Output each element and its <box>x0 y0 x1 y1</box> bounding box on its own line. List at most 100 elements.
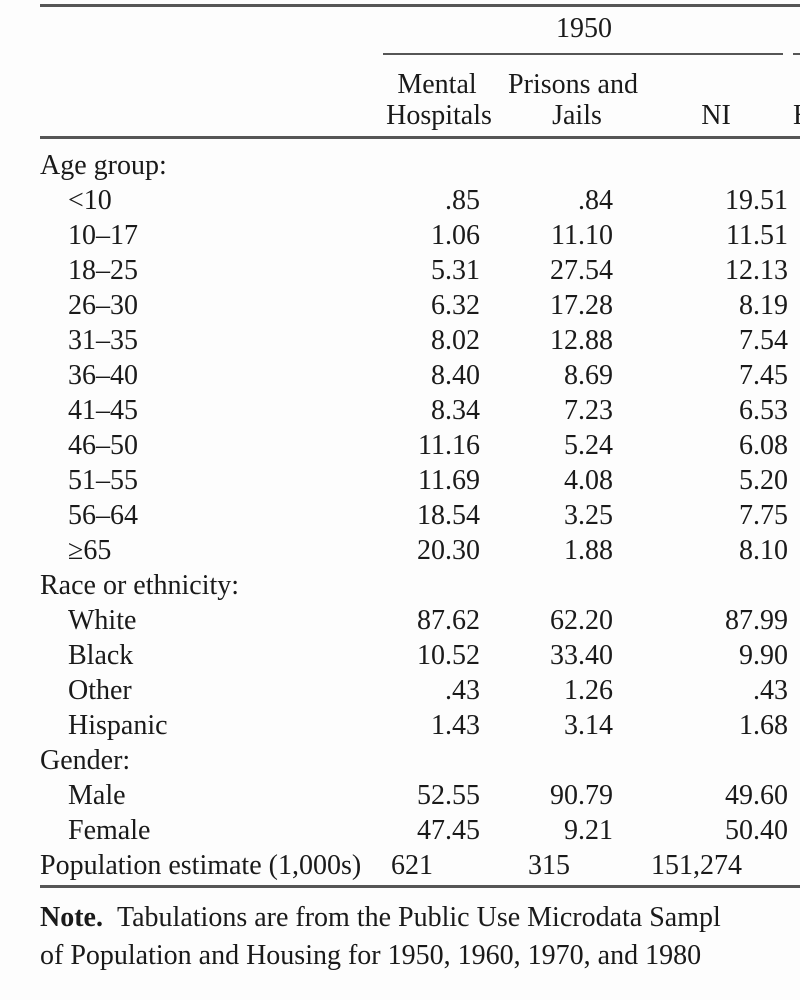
table-row: Male 52.55 90.79 49.60 <box>40 778 800 813</box>
row-label: 46–50 <box>68 430 138 461</box>
cell-value: 10.52 <box>417 640 480 671</box>
header-bottom-rule <box>40 136 800 139</box>
table-row: <10 .85 .84 19.51 <box>40 183 800 218</box>
cell-value: 12.88 <box>550 325 613 356</box>
table-top-rule <box>40 4 800 7</box>
cell-value: 9.21 <box>564 815 613 846</box>
row-label: Gender: <box>40 745 131 776</box>
cell-value: 62.20 <box>550 605 613 636</box>
cell-value: 19.51 <box>725 185 788 216</box>
cell-value: 8.19 <box>739 290 788 321</box>
cell-value: 6.08 <box>739 430 788 461</box>
cell-value <box>613 568 788 603</box>
cell-value: 621 <box>391 850 433 881</box>
cell-value: 7.54 <box>739 325 788 356</box>
cell-value: 49.60 <box>725 780 788 811</box>
cell-value <box>383 148 480 183</box>
cell-value: 6.32 <box>431 290 480 321</box>
table-row: 26–30 6.32 17.28 8.19 <box>40 288 800 323</box>
table-row: White 87.62 62.20 87.99 <box>40 603 800 638</box>
cell-value <box>480 148 613 183</box>
cell-value <box>613 148 788 183</box>
table-row: Female 47.45 9.21 50.40 <box>40 813 800 848</box>
row-label: Male <box>68 780 126 811</box>
cell-value: 47.45 <box>417 815 480 846</box>
cell-value: 5.24 <box>564 430 613 461</box>
cell-value: 50.40 <box>725 815 788 846</box>
table-row: Population estimate (1,000s) 621 315 151,27… <box>40 848 800 883</box>
row-label: ≥65 <box>68 535 112 566</box>
table-row: Gender: <box>40 743 800 778</box>
table-row: 31–35 8.02 12.88 7.54 <box>40 323 800 358</box>
cell-value <box>480 743 613 778</box>
note-line-1: Note. Tabulations are from the Public Us… <box>40 899 800 937</box>
row-label: Black <box>68 640 134 671</box>
col-header-hospitals: Hospitals <box>386 100 492 131</box>
cell-value: 5.20 <box>739 465 788 496</box>
cell-value: .43 <box>753 675 788 706</box>
cell-value: 20.30 <box>417 535 480 566</box>
cell-value: 9.90 <box>739 640 788 671</box>
table-row: 46–50 11.16 5.24 6.08 <box>40 428 800 463</box>
cell-value: 3.25 <box>564 500 613 531</box>
row-label: 36–40 <box>68 360 138 391</box>
cell-value: 87.62 <box>417 605 480 636</box>
cell-value: 7.45 <box>739 360 788 391</box>
col-header-ni: NI <box>701 100 731 131</box>
table-row: 56–64 18.54 3.25 7.75 <box>40 498 800 533</box>
row-label: Female <box>68 815 151 846</box>
cell-value: 8.10 <box>739 535 788 566</box>
cell-value: 8.02 <box>431 325 480 356</box>
cell-value: 12.13 <box>725 255 788 286</box>
note-label: Note. <box>40 902 103 933</box>
year-group-header-1950: 1950 <box>556 13 612 44</box>
table-row: Age group: <box>40 148 800 183</box>
cell-value: 7.23 <box>564 395 613 426</box>
table-row: 18–25 5.31 27.54 12.13 <box>40 253 800 288</box>
row-label: <10 <box>68 185 112 216</box>
row-label: Population estimate (1,000s) <box>40 850 362 881</box>
cell-value: 1.43 <box>431 710 480 741</box>
cell-value: 52.55 <box>417 780 480 811</box>
cell-value: .85 <box>445 185 480 216</box>
cell-value: 6.53 <box>739 395 788 426</box>
cell-value: 151,274 <box>651 850 742 881</box>
next-column-header-fragment: H <box>793 101 800 131</box>
cell-value <box>480 568 613 603</box>
cell-value: 33.40 <box>550 640 613 671</box>
col-header-mental: Mental <box>397 69 477 100</box>
table-row: ≥65 20.30 1.88 8.10 <box>40 533 800 568</box>
cell-value: 87.99 <box>725 605 788 636</box>
row-label: 31–35 <box>68 325 138 356</box>
cell-value: 8.40 <box>431 360 480 391</box>
row-label: Hispanic <box>68 710 168 741</box>
cell-value: 18.54 <box>417 500 480 531</box>
row-label: Other <box>68 675 132 706</box>
cell-value: 27.54 <box>550 255 613 286</box>
table-body: Age group: <10 .85 .84 19.51 10–17 1.06 11.10 11… <box>40 148 800 883</box>
row-label: 51–55 <box>68 465 138 496</box>
row-label: 56–64 <box>68 500 138 531</box>
row-label: Age group: <box>40 150 167 181</box>
year-1950-spanner-rule <box>383 53 783 55</box>
table-bottom-rule <box>40 885 800 888</box>
cell-value: 11.51 <box>726 220 788 251</box>
row-label: Race or ethnicity: <box>40 570 240 601</box>
table-row: 41–45 8.34 7.23 6.53 <box>40 393 800 428</box>
note-line-2-text: of Population and Housing for 1950, 1960… <box>40 940 702 971</box>
table-note: Note. Tabulations are from the Public Us… <box>40 899 800 975</box>
cell-value: 11.10 <box>551 220 613 251</box>
table-row: Black 10.52 33.40 9.90 <box>40 638 800 673</box>
cell-value: 90.79 <box>550 780 613 811</box>
cell-value: .43 <box>445 675 480 706</box>
cell-value: 1.26 <box>564 675 613 706</box>
row-label: White <box>68 605 137 636</box>
row-label: 41–45 <box>68 395 138 426</box>
cell-value: 11.69 <box>418 465 480 496</box>
cell-value <box>383 743 480 778</box>
cell-value: 8.34 <box>431 395 480 426</box>
table-row: 51–55 11.69 4.08 5.20 <box>40 463 800 498</box>
cell-value: 17.28 <box>550 290 613 321</box>
cell-value: 5.31 <box>431 255 480 286</box>
